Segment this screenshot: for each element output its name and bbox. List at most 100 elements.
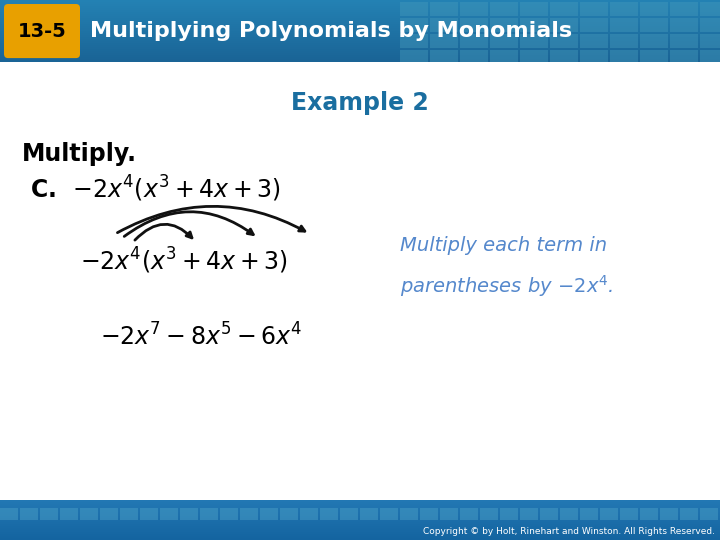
Bar <box>430 50 458 64</box>
Bar <box>0 505 720 507</box>
Bar <box>0 47 720 48</box>
Bar <box>0 535 720 536</box>
Bar <box>0 38 720 39</box>
Bar <box>0 44 720 45</box>
Bar <box>0 55 720 56</box>
Bar <box>0 532 720 533</box>
Bar <box>0 34 720 35</box>
Bar <box>600 508 618 519</box>
Bar <box>0 521 720 522</box>
Bar <box>0 502 720 503</box>
Bar <box>0 516 720 517</box>
Bar <box>0 538 720 539</box>
Bar <box>0 512 720 514</box>
FancyBboxPatch shape <box>4 4 80 58</box>
Bar <box>400 18 428 32</box>
Text: $-2x^4(x^3 + 4x + 3)$: $-2x^4(x^3 + 4x + 3)$ <box>80 245 288 275</box>
Bar <box>260 508 278 519</box>
Bar <box>0 4 720 5</box>
Bar <box>0 508 18 519</box>
Bar <box>0 30 720 31</box>
Bar <box>490 34 518 48</box>
Bar <box>0 46 720 47</box>
Bar <box>0 32 720 33</box>
Bar <box>700 50 720 64</box>
Bar <box>0 16 720 17</box>
Bar <box>0 27 720 28</box>
Bar <box>0 50 720 51</box>
Bar <box>0 522 720 523</box>
Bar <box>0 61 720 62</box>
Bar <box>0 52 720 53</box>
Bar <box>520 18 548 32</box>
Bar <box>490 2 518 16</box>
Bar <box>640 50 668 64</box>
Bar <box>0 18 720 19</box>
Bar <box>580 18 608 32</box>
Bar <box>0 33 720 34</box>
Bar <box>0 533 720 534</box>
Bar <box>430 2 458 16</box>
Bar <box>430 18 458 32</box>
Bar <box>520 2 548 16</box>
Bar <box>420 508 438 519</box>
Bar <box>700 18 720 32</box>
Bar <box>550 2 578 16</box>
Bar <box>0 6 720 7</box>
Bar <box>40 508 58 519</box>
Bar <box>0 51 720 52</box>
Bar <box>0 534 720 535</box>
Bar <box>360 508 378 519</box>
Bar <box>640 508 658 519</box>
Bar <box>0 29 720 30</box>
Bar <box>610 18 638 32</box>
Bar <box>0 43 720 44</box>
Bar <box>0 8 720 9</box>
Bar <box>0 524 720 525</box>
Bar <box>0 5 720 6</box>
Bar <box>0 525 720 526</box>
Bar <box>0 20 720 21</box>
Bar <box>0 36 720 37</box>
Bar <box>0 539 720 540</box>
Bar <box>0 37 720 38</box>
Bar <box>0 518 720 519</box>
Bar <box>440 508 458 519</box>
Bar <box>0 13 720 14</box>
Bar <box>550 18 578 32</box>
Bar <box>0 1 720 2</box>
Bar <box>0 517 720 518</box>
Bar <box>0 48 720 49</box>
Bar <box>610 2 638 16</box>
Bar <box>460 508 478 519</box>
Bar <box>0 501 720 502</box>
Bar <box>0 14 720 15</box>
Bar <box>0 21 720 22</box>
Bar <box>520 508 538 519</box>
Bar <box>550 34 578 48</box>
Bar <box>380 508 398 519</box>
Bar <box>0 10 720 11</box>
Bar <box>0 503 720 504</box>
Bar <box>580 508 598 519</box>
Bar <box>640 18 668 32</box>
Bar <box>120 508 138 519</box>
Bar <box>100 508 118 519</box>
Bar <box>610 50 638 64</box>
Bar <box>0 519 720 521</box>
Bar <box>0 56 720 57</box>
Text: Copyright © by Holt, Rinehart and Winston. All Rights Reserved.: Copyright © by Holt, Rinehart and Winsto… <box>423 528 715 536</box>
Bar <box>700 2 720 16</box>
Bar <box>550 50 578 64</box>
Bar <box>0 526 720 527</box>
Bar <box>0 507 720 508</box>
Bar <box>0 24 720 25</box>
Bar <box>0 26 720 27</box>
Bar <box>0 57 720 58</box>
Bar <box>0 12 720 13</box>
Bar <box>0 19 720 20</box>
Bar <box>0 42 720 43</box>
Bar <box>0 58 720 59</box>
Bar <box>670 50 698 64</box>
Bar <box>0 53 720 54</box>
